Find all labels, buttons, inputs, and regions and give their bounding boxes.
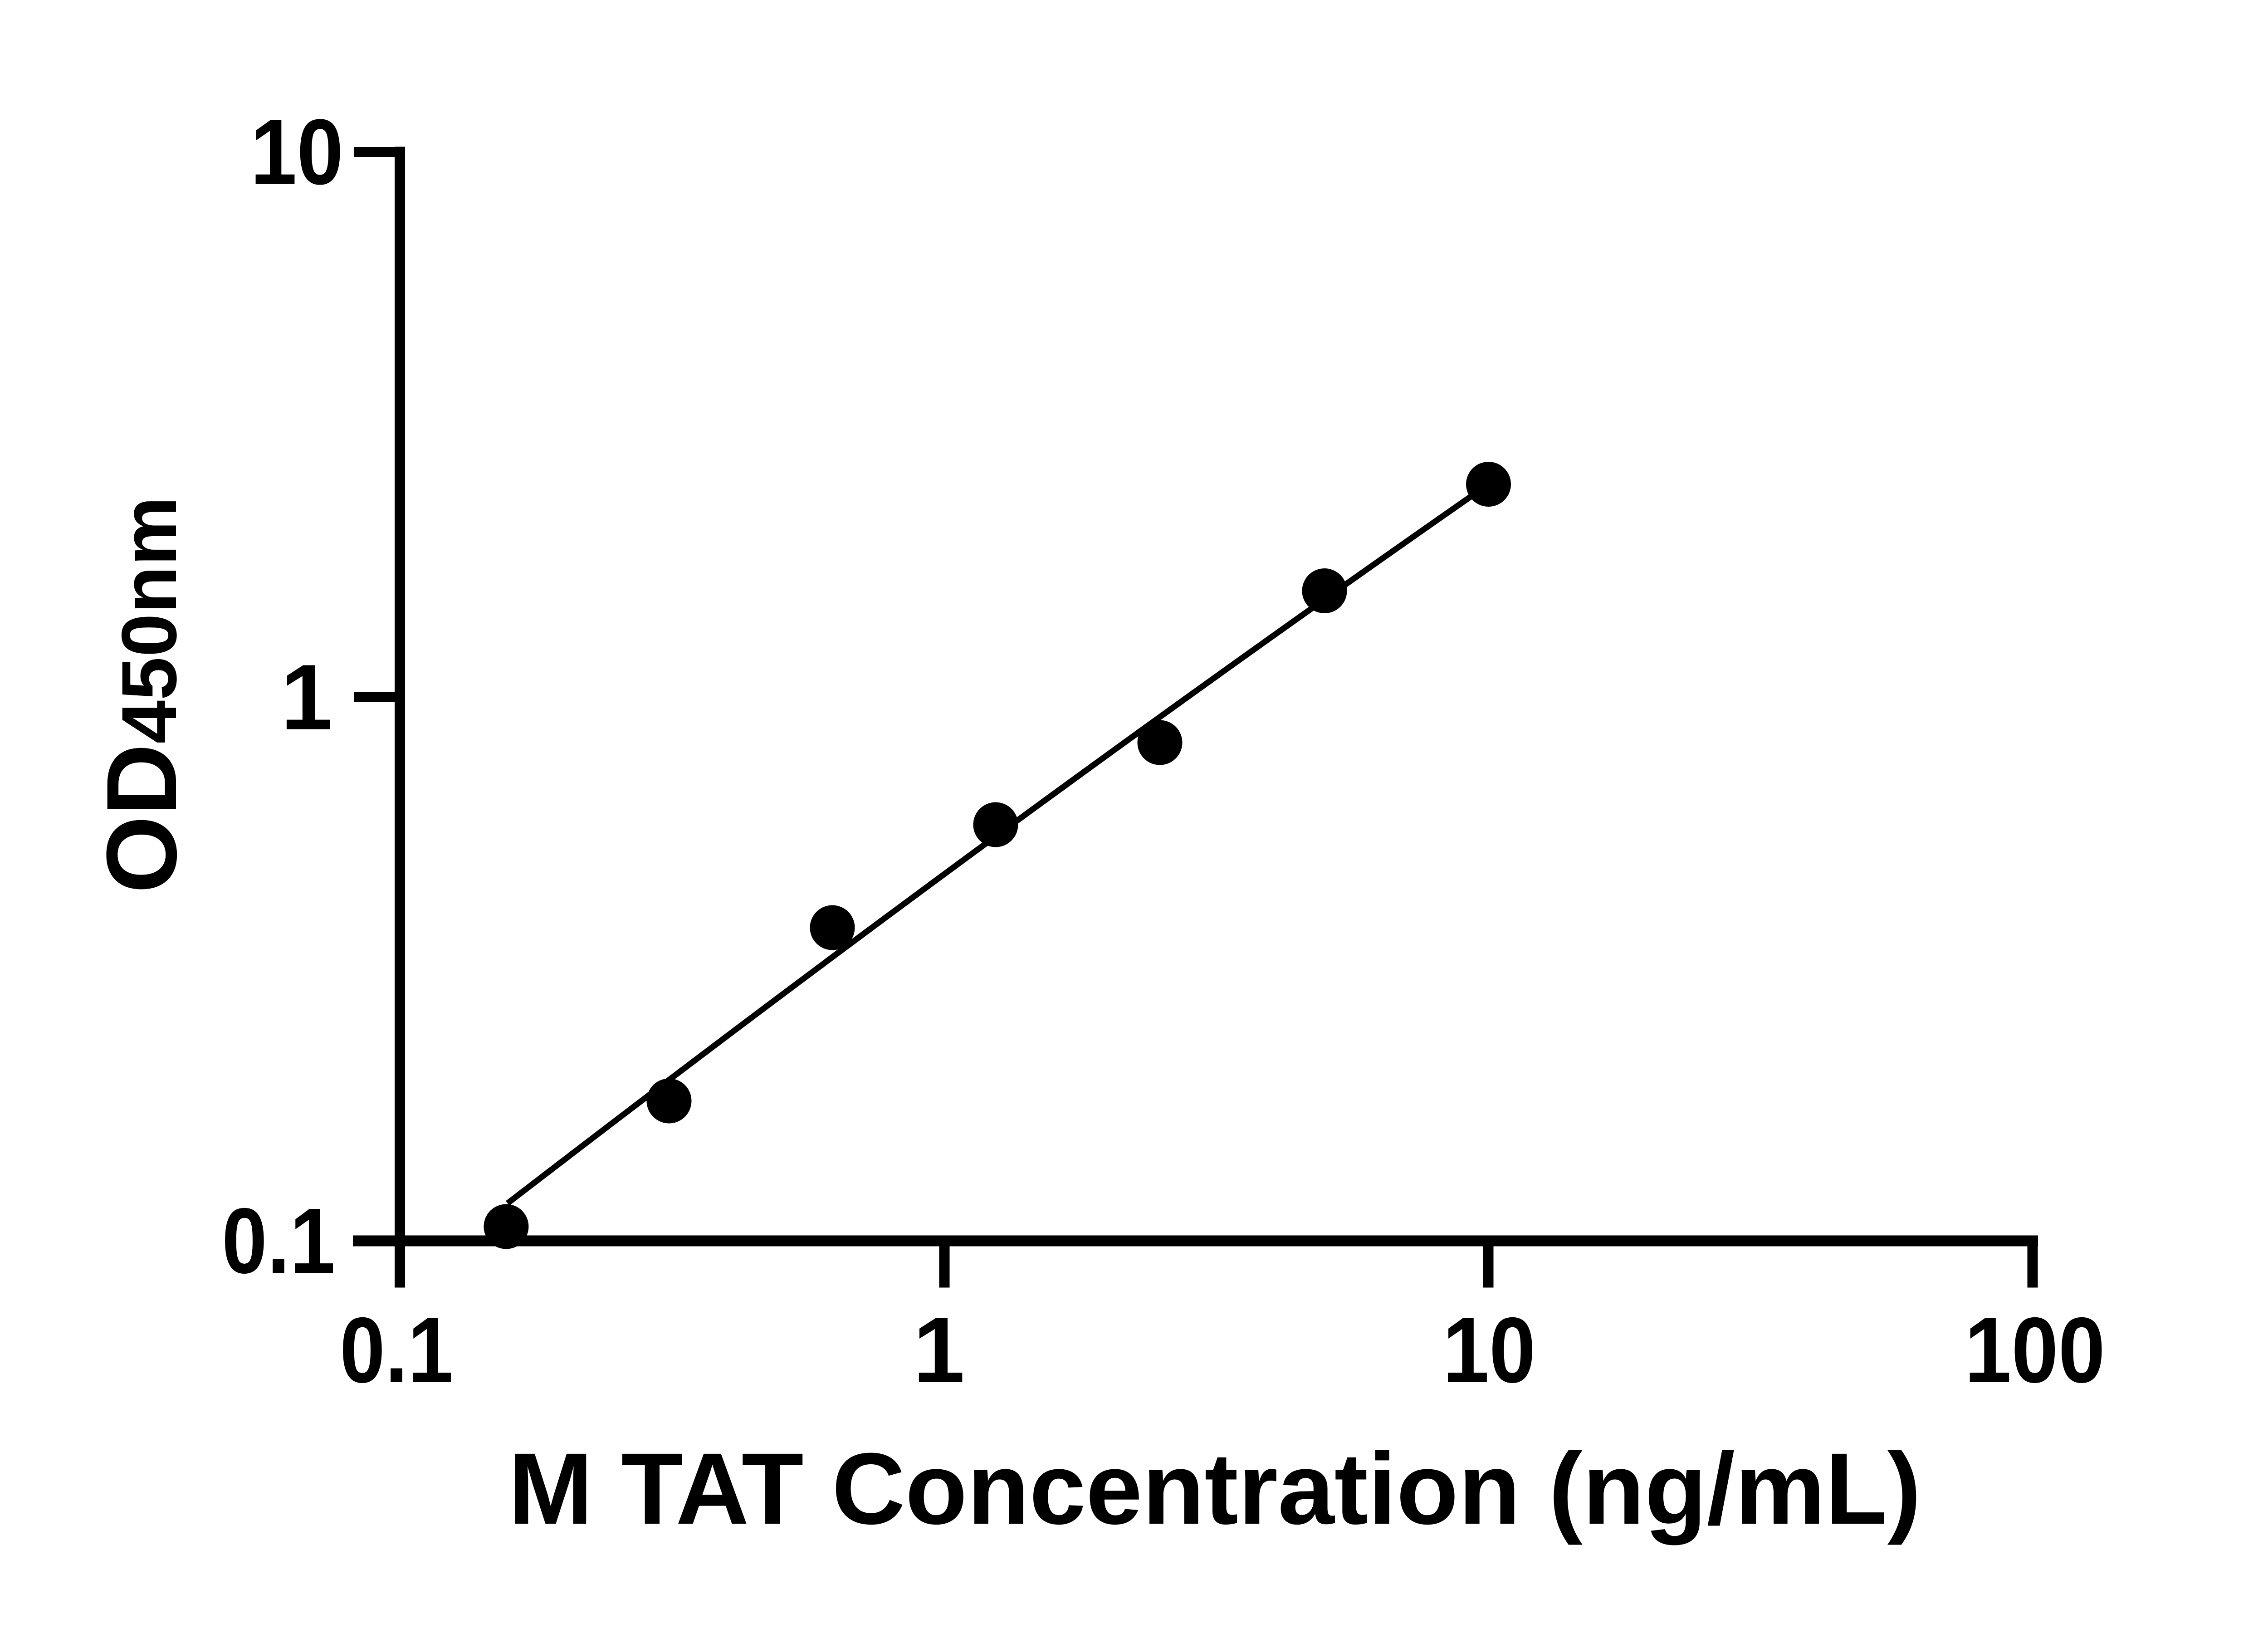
svg-text:M TAT Concentration (ng/mL): M TAT Concentration (ng/mL) bbox=[508, 1432, 1921, 1545]
svg-text:10: 10 bbox=[250, 100, 343, 204]
svg-text:100: 100 bbox=[1965, 1298, 2105, 1402]
svg-text:10: 10 bbox=[1443, 1298, 1536, 1402]
svg-text:1: 1 bbox=[913, 1298, 965, 1402]
svg-text:0.1: 0.1 bbox=[340, 1298, 453, 1402]
svg-text:1: 1 bbox=[281, 645, 332, 749]
svg-text:0.1: 0.1 bbox=[222, 1189, 335, 1293]
